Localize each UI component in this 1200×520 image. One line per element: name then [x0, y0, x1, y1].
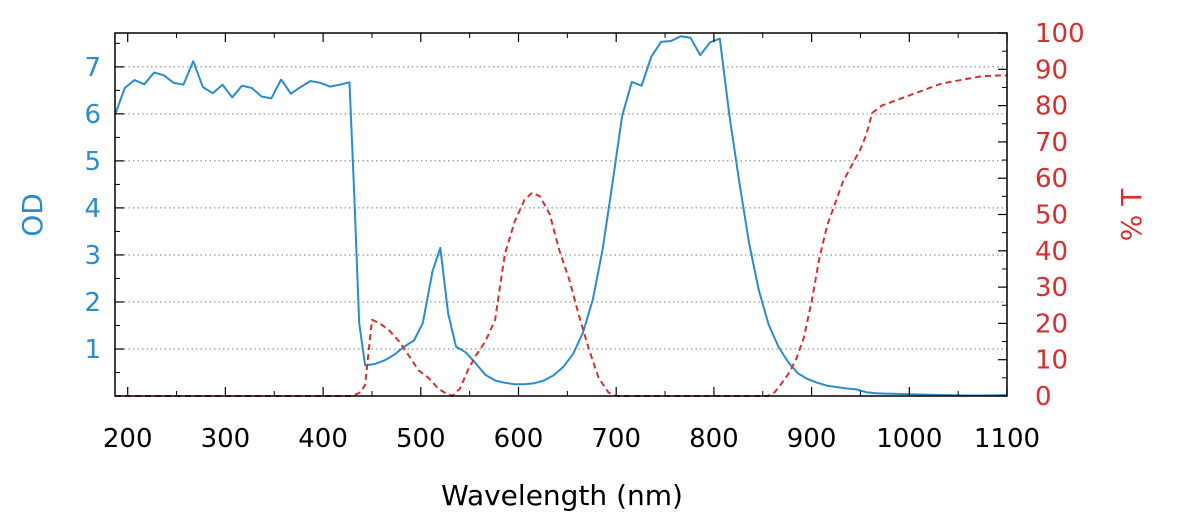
- right-axis-ticks: 0 10 20 30 40 50 60 70 80 90 100: [998, 19, 1085, 412]
- x-tick-label: 700: [591, 424, 641, 454]
- right-tick-label: 10: [1035, 346, 1068, 376]
- right-tick-label: 80: [1035, 92, 1068, 122]
- left-axis-label: OD: [16, 193, 49, 237]
- right-tick-label: 50: [1035, 201, 1068, 231]
- left-axis-ticks: 1 2 3 4 5 6 7: [84, 42, 124, 373]
- x-axis-label: Wavelength (nm): [441, 479, 683, 512]
- x-tick-label: 500: [396, 424, 446, 454]
- left-tick-label: 2: [84, 288, 101, 318]
- x-tick-label: 1100: [974, 424, 1040, 454]
- right-axis-label: % T: [1115, 188, 1148, 242]
- left-tick-label: 1: [84, 335, 101, 365]
- right-tick-label: 40: [1035, 237, 1068, 267]
- x-tick-label: 300: [201, 424, 251, 454]
- left-tick-label: 4: [84, 194, 101, 224]
- right-tick-label: 90: [1035, 55, 1068, 85]
- x-tick-label: 400: [298, 424, 348, 454]
- x-tick-label: 800: [689, 424, 739, 454]
- x-tick-label: 900: [787, 424, 837, 454]
- x-axis-ticks: 200 300 400 500 600 700 800 900 1000 1100: [103, 33, 1040, 454]
- x-tick-label: 600: [494, 424, 544, 454]
- right-tick-label: 60: [1035, 164, 1068, 194]
- right-tick-label: 100: [1035, 19, 1085, 49]
- right-tick-label: 20: [1035, 309, 1068, 339]
- transmission-line: [115, 74, 1007, 397]
- od-line: [114, 35, 1008, 397]
- right-tick-label: 70: [1035, 128, 1068, 158]
- data-series: [114, 35, 1008, 397]
- left-tick-label: 7: [84, 53, 101, 83]
- x-tick-label: 1000: [876, 424, 942, 454]
- left-tick-label: 6: [84, 100, 101, 130]
- right-tick-label: 30: [1035, 273, 1068, 303]
- gridlines: [115, 66, 1007, 350]
- right-tick-label: 0: [1035, 382, 1052, 412]
- left-tick-label: 5: [84, 147, 101, 177]
- left-tick-label: 3: [84, 241, 101, 271]
- x-tick-label: 200: [103, 424, 153, 454]
